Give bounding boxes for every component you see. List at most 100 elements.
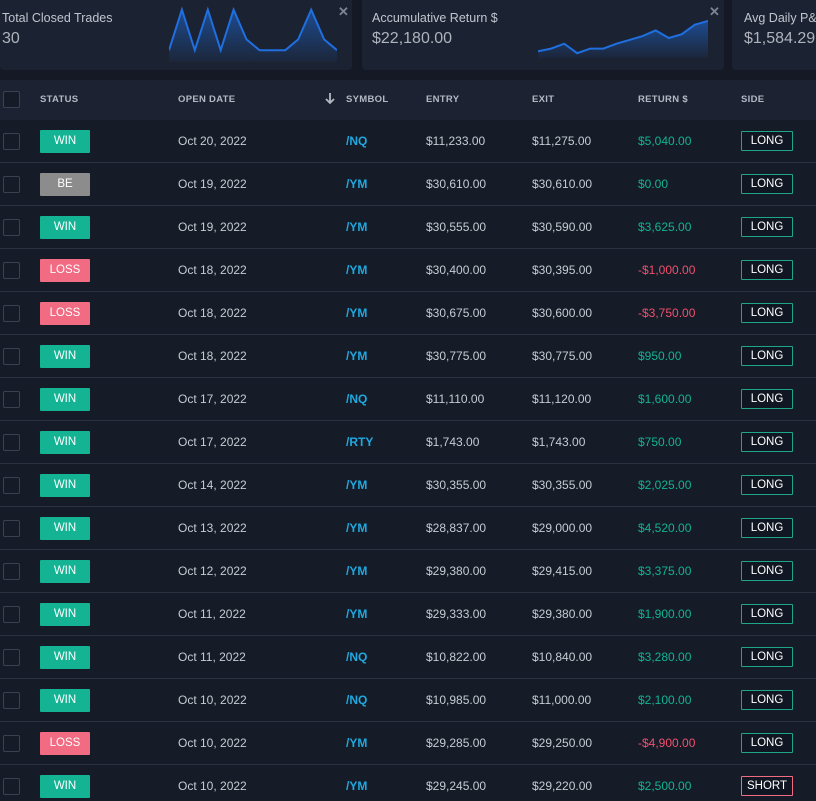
column-header-side[interactable]: SIDE xyxy=(741,94,765,105)
column-header-status[interactable]: STATUS xyxy=(40,94,79,105)
stat-card-accumulative-return: Accumulative Return $ $22,180.00 ✕ xyxy=(362,0,724,70)
column-header-exit[interactable]: EXIT xyxy=(532,94,555,105)
table-row[interactable]: WIN Oct 11, 2022/NQ $10,822.00 $10,840.00 $3… xyxy=(0,636,816,679)
row-checkbox[interactable] xyxy=(3,606,20,623)
open-date-cell: Oct 12, 2022 xyxy=(178,564,247,578)
row-checkbox[interactable] xyxy=(3,348,20,365)
open-date-cell: Oct 17, 2022 xyxy=(178,435,247,449)
row-checkbox[interactable] xyxy=(3,176,20,193)
stat-value: $1,584.29 xyxy=(744,30,816,47)
table-row[interactable]: WIN Oct 11, 2022/YM $29,333.00 $29,380.00 $1… xyxy=(0,593,816,636)
symbol-link[interactable]: /YM xyxy=(346,607,368,621)
side-badge: LONG xyxy=(741,346,793,366)
entry-cell: $30,400.00 xyxy=(426,263,487,277)
symbol-link[interactable]: /YM xyxy=(346,521,368,535)
row-checkbox[interactable] xyxy=(3,520,20,537)
side-badge: LONG xyxy=(741,217,793,237)
open-date-cell: Oct 14, 2022 xyxy=(178,478,247,492)
status-badge: WIN xyxy=(40,517,90,540)
sort-descending-icon[interactable] xyxy=(325,93,335,105)
return-cell: $750.00 xyxy=(638,435,682,449)
sparkline-area xyxy=(169,9,337,62)
column-header-return[interactable]: RETURN $ xyxy=(638,94,688,105)
table-row[interactable]: WIN Oct 18, 2022/YM $30,775.00 $30,775.00 $9… xyxy=(0,335,816,378)
side-badge: LONG xyxy=(741,432,793,452)
row-checkbox[interactable] xyxy=(3,133,20,150)
select-all-checkbox[interactable] xyxy=(3,91,20,108)
status-badge: LOSS xyxy=(40,302,90,325)
exit-cell: $30,600.00 xyxy=(532,306,593,320)
symbol-link[interactable]: /YM xyxy=(346,349,368,363)
table-row[interactable]: LOSS Oct 10, 2022/YM $29,285.00 $29,250.00 -… xyxy=(0,722,816,765)
symbol-link[interactable]: /NQ xyxy=(346,693,368,707)
exit-cell: $29,380.00 xyxy=(532,607,593,621)
row-checkbox[interactable] xyxy=(3,391,20,408)
symbol-link[interactable]: /YM xyxy=(346,263,368,277)
open-date-cell: Oct 18, 2022 xyxy=(178,349,247,363)
entry-cell: $10,985.00 xyxy=(426,693,487,707)
table-row[interactable]: WIN Oct 19, 2022/YM $30,555.00 $30,590.00 $3… xyxy=(0,206,816,249)
symbol-link[interactable]: /YM xyxy=(346,306,368,320)
row-checkbox[interactable] xyxy=(3,305,20,322)
row-checkbox[interactable] xyxy=(3,692,20,709)
table-row[interactable]: WIN Oct 12, 2022/YM $29,380.00 $29,415.00 $3… xyxy=(0,550,816,593)
entry-cell: $30,675.00 xyxy=(426,306,487,320)
status-badge: LOSS xyxy=(40,732,90,755)
table-row[interactable]: WIN Oct 10, 2022/YM $29,245.00 $29,220.00 $2… xyxy=(0,765,816,801)
table-row[interactable]: WIN Oct 17, 2022/NQ $11,110.00 $11,120.00 $1… xyxy=(0,378,816,421)
symbol-link[interactable]: /YM xyxy=(346,177,368,191)
row-checkbox[interactable] xyxy=(3,778,20,795)
row-checkbox[interactable] xyxy=(3,434,20,451)
return-cell: $1,900.00 xyxy=(638,607,692,621)
row-checkbox[interactable] xyxy=(3,735,20,752)
entry-cell: $28,837.00 xyxy=(426,521,487,535)
symbol-link[interactable]: /NQ xyxy=(346,650,368,664)
open-date-cell: Oct 10, 2022 xyxy=(178,693,247,707)
symbol-link[interactable]: /RTY xyxy=(346,435,374,449)
table-row[interactable]: WIN Oct 14, 2022/YM $30,355.00 $30,355.00 $2… xyxy=(0,464,816,507)
row-checkbox[interactable] xyxy=(3,649,20,666)
entry-cell: $29,333.00 xyxy=(426,607,487,621)
return-cell: $3,280.00 xyxy=(638,650,692,664)
table-row[interactable]: WIN Oct 20, 2022/NQ $11,233.00 $11,275.00 $5… xyxy=(0,120,816,163)
side-badge: LONG xyxy=(741,260,793,280)
symbol-link[interactable]: /YM xyxy=(346,478,368,492)
side-badge: LONG xyxy=(741,733,793,753)
symbol-link[interactable]: /NQ xyxy=(346,392,368,406)
stats-bar: Total Closed Trades 30 ✕ Accumulative Re… xyxy=(0,0,816,78)
column-header-open-date[interactable]: OPEN DATE xyxy=(178,94,236,105)
symbol-link[interactable]: /YM xyxy=(346,736,368,750)
symbol-link[interactable]: /YM xyxy=(346,564,368,578)
open-date-cell: Oct 20, 2022 xyxy=(178,134,247,148)
table-row[interactable]: WIN Oct 13, 2022/YM $28,837.00 $29,000.00 $4… xyxy=(0,507,816,550)
table-row[interactable]: WIN Oct 10, 2022/NQ $10,985.00 $11,000.00 $2… xyxy=(0,679,816,722)
entry-cell: $29,245.00 xyxy=(426,779,487,793)
exit-cell: $30,355.00 xyxy=(532,478,593,492)
exit-cell: $29,000.00 xyxy=(532,521,593,535)
column-header-entry[interactable]: ENTRY xyxy=(426,94,460,105)
status-badge: WIN xyxy=(40,431,90,454)
row-checkbox[interactable] xyxy=(3,219,20,236)
exit-cell: $11,275.00 xyxy=(532,134,592,148)
status-badge: WIN xyxy=(40,775,90,798)
table-row[interactable]: LOSS Oct 18, 2022/YM $30,675.00 $30,600.00 -… xyxy=(0,292,816,335)
table-row[interactable]: WIN Oct 17, 2022/RTY $1,743.00 $1,743.00 $75… xyxy=(0,421,816,464)
column-header-symbol[interactable]: SYMBOL xyxy=(346,94,389,105)
table-row[interactable]: LOSS Oct 18, 2022/YM $30,400.00 $30,395.00 -… xyxy=(0,249,816,292)
close-icon[interactable]: ✕ xyxy=(338,4,349,19)
table-row[interactable]: BE Oct 19, 2022/YM $30,610.00 $30,610.00 $0.… xyxy=(0,163,816,206)
stat-label: Total Closed Trades xyxy=(2,11,113,25)
return-cell: $4,520.00 xyxy=(638,521,692,535)
return-cell: $950.00 xyxy=(638,349,682,363)
symbol-link[interactable]: /YM xyxy=(346,220,368,234)
symbol-link[interactable]: /YM xyxy=(346,779,368,793)
exit-cell: $29,250.00 xyxy=(532,736,593,750)
row-checkbox[interactable] xyxy=(3,563,20,580)
return-cell: $3,625.00 xyxy=(638,220,692,234)
close-icon[interactable]: ✕ xyxy=(709,4,720,19)
symbol-link[interactable]: /NQ xyxy=(346,134,368,148)
exit-cell: $30,610.00 xyxy=(532,177,593,191)
row-checkbox[interactable] xyxy=(3,262,20,279)
exit-cell: $11,120.00 xyxy=(532,392,592,406)
row-checkbox[interactable] xyxy=(3,477,20,494)
